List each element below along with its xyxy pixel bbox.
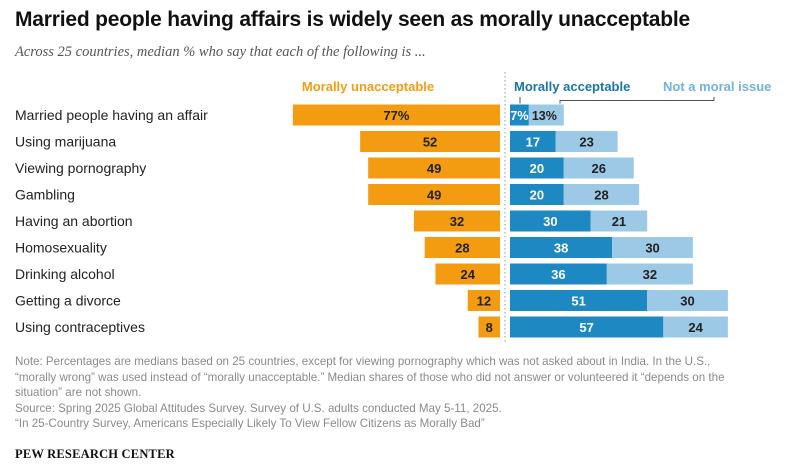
bar-not-a-moral-issue — [663, 316, 728, 338]
bar-not-a-moral-issue — [606, 263, 693, 285]
value-label-morally-unacceptable: 8 — [486, 320, 493, 335]
bar-not-a-moral-issue — [563, 184, 640, 205]
value-label-morally-acceptable: 38 — [554, 241, 568, 256]
legend-morally-unacceptable: Morally unacceptable — [302, 79, 434, 94]
diverging-bar-chart: Morally unacceptable Morally acceptable No… — [15, 72, 771, 342]
bar-not-a-moral-issue — [528, 104, 564, 126]
category-label: Homosexuality — [15, 240, 107, 256]
category-label: Gambling — [15, 187, 75, 203]
callout-line-not-a-moral-issue — [559, 97, 715, 104]
bar-morally-unacceptable — [478, 316, 500, 338]
value-label-morally-acceptable: 7% — [510, 109, 528, 123]
legend-not-a-moral-issue: Not a moral issue — [663, 79, 771, 94]
value-label-morally-acceptable: 20 — [530, 161, 544, 176]
bar-morally-acceptable — [510, 316, 664, 338]
value-label-morally-unacceptable: 49 — [427, 161, 441, 176]
bar-morally-acceptable — [510, 131, 556, 152]
bar-morally-acceptable — [510, 184, 564, 205]
value-label-not-a-moral-issue: 13% — [532, 109, 557, 123]
category-label: Viewing pornography — [15, 160, 146, 176]
note-line-1: Note: Percentages are medians based on 2… — [15, 355, 711, 368]
value-label-morally-acceptable: 30 — [543, 214, 557, 229]
category-label: Getting a divorce — [15, 293, 121, 309]
value-label-morally-acceptable: 36 — [551, 267, 565, 282]
value-label-morally-unacceptable: 77% — [383, 108, 409, 123]
value-label-morally-unacceptable: 28 — [455, 241, 469, 256]
chart-subtitle: Across 25 countries, median % who say th… — [15, 44, 426, 60]
value-label-not-a-moral-issue: 28 — [594, 188, 608, 203]
bar-morally-acceptable — [510, 157, 564, 179]
bar-not-a-moral-issue — [563, 157, 634, 179]
bar-morally-unacceptable — [360, 131, 500, 152]
value-label-not-a-moral-issue: 30 — [680, 294, 694, 309]
bar-not-a-moral-issue — [647, 290, 728, 311]
report-title-line: “In 25-Country Survey, Americans Especia… — [15, 417, 485, 430]
value-label-not-a-moral-issue: 26 — [592, 161, 606, 176]
value-label-morally-acceptable: 17 — [526, 135, 540, 150]
chart-title: Married people having affairs is widely … — [15, 8, 690, 31]
bar-morally-unacceptable — [424, 237, 500, 258]
bar-morally-acceptable — [510, 290, 648, 311]
value-label-morally-acceptable: 51 — [571, 294, 585, 309]
bar-morally-unacceptable — [435, 263, 500, 285]
value-label-not-a-moral-issue: 32 — [643, 267, 657, 282]
value-label-not-a-moral-issue: 30 — [645, 241, 659, 256]
bar-morally-acceptable — [510, 237, 613, 258]
bar-morally-acceptable — [510, 104, 529, 126]
legend-morally-acceptable: Morally acceptable — [514, 79, 630, 94]
value-label-morally-unacceptable: 49 — [427, 188, 441, 203]
bar-not-a-moral-issue — [590, 210, 648, 232]
bar-morally-unacceptable — [292, 104, 500, 126]
value-label-morally-acceptable: 57 — [579, 320, 593, 335]
bar-morally-unacceptable — [467, 290, 500, 311]
value-label-morally-acceptable: 20 — [530, 188, 544, 203]
chart-notes: Note: Percentages are medians based on 2… — [15, 354, 800, 432]
category-label: Drinking alcohol — [15, 266, 115, 282]
value-label-morally-unacceptable: 32 — [450, 214, 464, 229]
bar-morally-unacceptable — [368, 157, 500, 179]
pew-research-center-logo: PEW RESEARCH CENTER — [15, 447, 175, 461]
note-line-2: “morally wrong” was used instead of “mor… — [15, 370, 725, 384]
bar-morally-acceptable — [510, 263, 607, 285]
source-line: Source: Spring 2025 Global Attitudes Sur… — [15, 401, 502, 415]
note-line-3: situation” are not shown. — [15, 386, 142, 399]
bar-morally-unacceptable — [413, 210, 500, 232]
value-label-not-a-moral-issue: 24 — [688, 320, 703, 335]
category-label: Using marijuana — [15, 134, 116, 150]
category-label: Using contraceptives — [15, 319, 145, 335]
value-label-not-a-moral-issue: 21 — [612, 214, 626, 229]
bar-morally-acceptable — [510, 210, 591, 232]
category-label: Married people having an affair — [15, 107, 208, 123]
value-label-morally-unacceptable: 24 — [460, 267, 475, 282]
value-label-not-a-moral-issue: 23 — [579, 135, 593, 150]
category-label: Having an abortion — [15, 213, 133, 229]
bar-morally-unacceptable — [368, 184, 500, 205]
value-label-morally-unacceptable: 52 — [423, 135, 437, 150]
value-label-morally-unacceptable: 12 — [477, 294, 491, 309]
bar-not-a-moral-issue — [555, 131, 618, 152]
bar-not-a-moral-issue — [612, 237, 693, 258]
